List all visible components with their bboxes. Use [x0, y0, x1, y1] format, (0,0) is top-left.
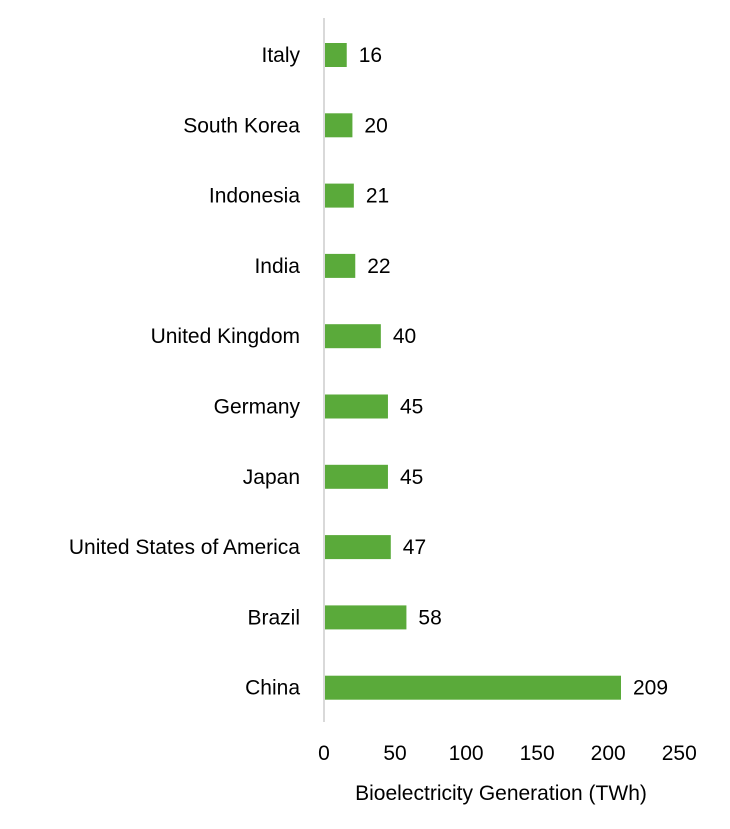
value-labels: 16 20 21 22 40 45 45 47 58 209	[359, 44, 668, 700]
value-label-brazil: 58	[418, 606, 441, 629]
value-label-china: 209	[633, 677, 668, 700]
x-tick-label-100: 100	[449, 742, 484, 765]
bars-layer	[324, 43, 621, 700]
x-tick-label-0: 0	[318, 742, 330, 765]
value-label-india: 22	[367, 255, 390, 278]
value-label-united-states-of-america: 47	[403, 536, 426, 559]
bar-brazil	[324, 605, 407, 630]
bar-south-korea	[324, 113, 353, 138]
value-label-italy: 16	[359, 44, 382, 67]
x-tick-label-200: 200	[591, 742, 626, 765]
category-label-united-kingdom: United Kingdom	[151, 325, 300, 348]
category-label-brazil: Brazil	[247, 606, 300, 629]
value-label-indonesia: 21	[366, 185, 389, 208]
category-label-italy: Italy	[261, 44, 300, 67]
bar-united-states-of-america	[324, 535, 391, 560]
value-label-united-kingdom: 40	[393, 325, 416, 348]
category-label-india: India	[254, 255, 300, 278]
x-axis-ticks: 0 50 100 150 200 250	[318, 742, 697, 765]
bar-italy	[324, 43, 347, 67]
x-tick-label-150: 150	[520, 742, 555, 765]
bar-germany	[324, 394, 388, 419]
bar-united-kingdom	[324, 324, 381, 349]
bar-china	[324, 675, 621, 700]
category-label-south-korea: South Korea	[183, 114, 300, 137]
x-tick-label-50: 50	[383, 742, 406, 765]
category-label-indonesia: Indonesia	[209, 185, 300, 208]
value-label-south-korea: 20	[364, 114, 387, 137]
x-axis-title: Bioelectricity Generation (TWh)	[355, 782, 647, 805]
bar-indonesia	[324, 183, 354, 208]
category-labels: Italy South Korea Indonesia India United Kin…	[69, 44, 301, 700]
bar-india	[324, 253, 356, 278]
category-label-china: China	[245, 677, 300, 700]
category-label-united-states-of-america: United States of America	[69, 536, 300, 559]
category-label-germany: Germany	[214, 396, 301, 419]
category-label-japan: Japan	[243, 466, 300, 489]
x-tick-label-250: 250	[662, 742, 697, 765]
value-label-japan: 45	[400, 466, 423, 489]
bar-japan	[324, 464, 388, 489]
value-label-germany: 45	[400, 396, 423, 419]
